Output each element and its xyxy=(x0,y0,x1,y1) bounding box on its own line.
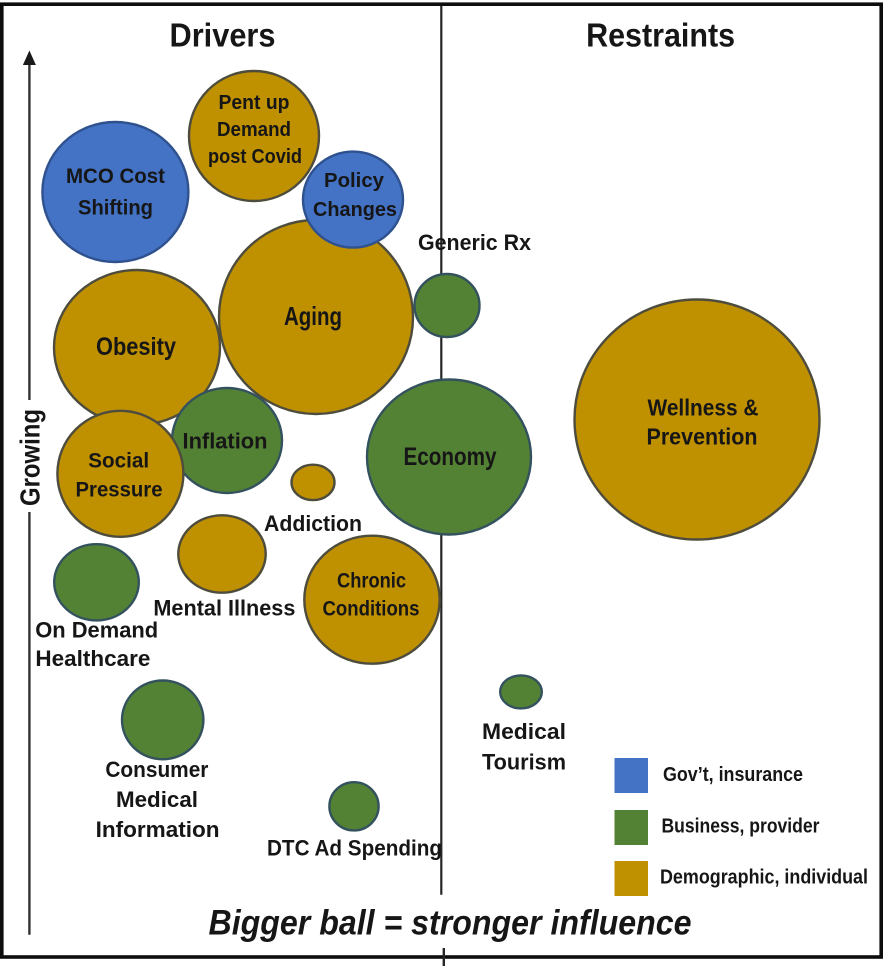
svg-text:MCO Cost: MCO Cost xyxy=(66,165,165,188)
svg-text:On Demand: On Demand xyxy=(35,617,158,642)
svg-text:Restraints: Restraints xyxy=(586,16,735,53)
svg-text:Drivers: Drivers xyxy=(170,16,276,53)
svg-text:Inflation: Inflation xyxy=(183,429,268,454)
svg-text:Healthcare: Healthcare xyxy=(35,646,150,671)
svg-text:Chronic: Chronic xyxy=(337,570,406,593)
svg-text:Economy: Economy xyxy=(404,443,497,471)
svg-text:Information: Information xyxy=(96,817,220,842)
svg-text:Growing: Growing xyxy=(15,409,46,506)
svg-text:Aging: Aging xyxy=(284,301,342,331)
svg-text:DTC Ad Spending: DTC Ad Spending xyxy=(267,836,442,861)
svg-text:Social: Social xyxy=(88,450,149,473)
svg-text:Pent up: Pent up xyxy=(219,92,290,114)
svg-text:Obesity: Obesity xyxy=(96,333,176,361)
svg-text:Business, provider: Business, provider xyxy=(662,815,820,837)
svg-text:Conditions: Conditions xyxy=(323,598,420,621)
svg-text:Tourism: Tourism xyxy=(482,749,566,774)
svg-text:Shifting: Shifting xyxy=(78,197,153,220)
svg-text:Demand: Demand xyxy=(217,119,291,141)
svg-text:Changes: Changes xyxy=(313,199,397,221)
svg-text:post Covid: post Covid xyxy=(208,146,302,168)
svg-text:Addiction: Addiction xyxy=(264,511,362,536)
svg-text:Demographic, individual: Demographic, individual xyxy=(660,867,868,889)
svg-text:Wellness &: Wellness & xyxy=(648,395,759,421)
svg-text:Gov’t, insurance: Gov’t, insurance xyxy=(663,764,803,786)
svg-text:Medical: Medical xyxy=(116,787,198,812)
svg-text:Mental Illness: Mental Illness xyxy=(153,596,295,621)
svg-text:Consumer: Consumer xyxy=(105,757,208,782)
svg-text:Medical: Medical xyxy=(482,719,566,744)
svg-text:Bigger ball = stronger influen: Bigger ball = stronger influence xyxy=(209,904,692,943)
svg-text:Policy: Policy xyxy=(324,170,385,192)
svg-text:Pressure: Pressure xyxy=(76,479,163,502)
svg-text:Prevention: Prevention xyxy=(647,424,758,450)
svg-text:Generic Rx: Generic Rx xyxy=(418,230,532,255)
